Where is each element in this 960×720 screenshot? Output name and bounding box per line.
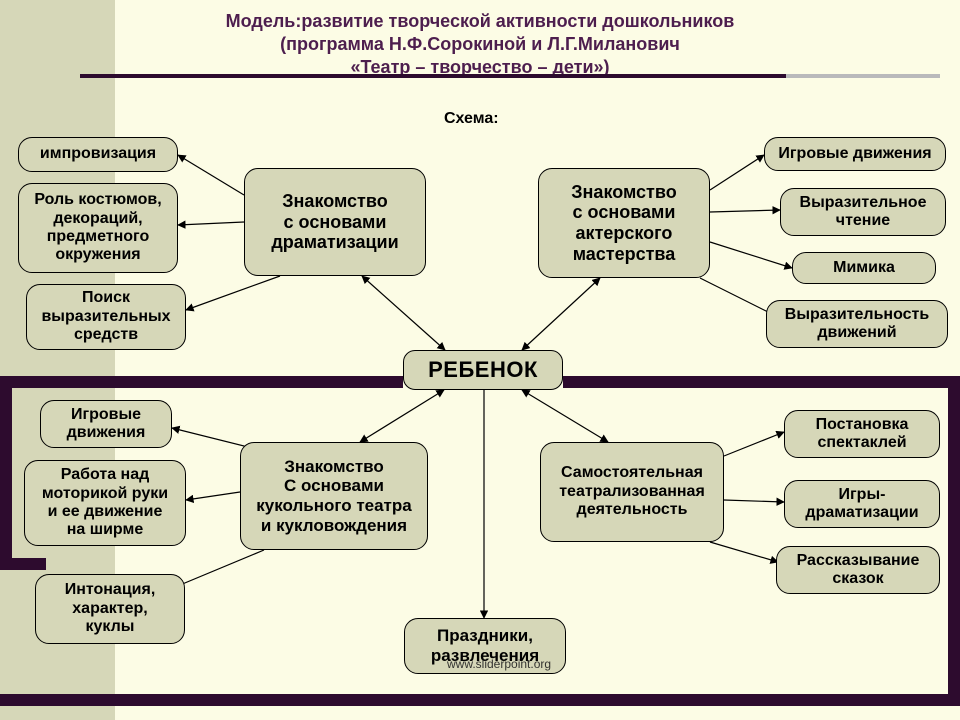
node-dramgames: Игры-драматизации — [784, 480, 940, 528]
edge-acting-expr_read — [710, 210, 780, 212]
node-puppet: ЗнакомствоС основамикукольного театраи к… — [240, 442, 428, 550]
edge-dramatiz-improv — [178, 155, 244, 195]
title-rule-dark — [80, 74, 786, 78]
node-motor: Работа надмоторикой рукии ее движениена … — [24, 460, 186, 546]
edge-acting-mimika — [710, 242, 792, 268]
edge-self_theatre-tales — [710, 542, 778, 562]
title-line-2: (программа Н.Ф.Сорокиной и Л.Г.Миланович — [280, 34, 680, 54]
node-acting: Знакомствос основамиактерскогомастерства — [538, 168, 710, 278]
edge-center-self_theatre — [522, 390, 608, 442]
edge-acting-play_moves_r — [710, 155, 764, 190]
edge-center-dramatiz — [362, 276, 445, 350]
title-line-1: Модель:развитие творческой активности до… — [226, 11, 735, 31]
page-title: Модель:развитие творческой активности до… — [0, 10, 960, 79]
node-staging: Постановкаспектаклей — [784, 410, 940, 458]
watermark: www.sliderpoint.org — [447, 657, 551, 671]
node-improv: импровизация — [18, 137, 178, 172]
center-node: РЕБЕНОК — [403, 350, 563, 390]
node-tales: Рассказываниесказок — [776, 546, 940, 594]
node-search: Поисквыразительныхсредств — [26, 284, 186, 350]
connector-bar — [0, 694, 960, 706]
node-costumes: Роль костюмов,декораций,предметногоокруж… — [18, 183, 178, 273]
node-expr_read: Выразительноечтение — [780, 188, 946, 236]
edge-dramatiz-search — [186, 276, 280, 310]
connector-bar — [0, 376, 403, 388]
edge-dramatiz-costumes — [178, 222, 244, 225]
edge-acting-expr_moves — [700, 278, 776, 316]
center-label: РЕБЕНОК — [428, 357, 538, 382]
connector-bar — [0, 376, 12, 560]
node-inton: Интонация,характер,куклы — [35, 574, 185, 644]
connector-bar — [0, 558, 46, 570]
edge-center-acting — [522, 278, 600, 350]
node-self_theatre: Самостоятельнаятеатрализованнаядеятельно… — [540, 442, 724, 542]
edge-self_theatre-staging — [724, 432, 784, 456]
node-play_moves_l: Игровыедвижения — [40, 400, 172, 448]
connector-bar — [563, 376, 960, 388]
node-play_moves_r: Игровые движения — [764, 137, 946, 171]
node-expr_moves: Выразительностьдвижений — [766, 300, 948, 348]
node-dramatiz: Знакомствос основамидраматизации — [244, 168, 426, 276]
schema-label: Схема: — [444, 110, 499, 128]
edge-self_theatre-dramgames — [724, 500, 784, 502]
diagram-canvas: Модель:развитие творческой активности до… — [0, 0, 960, 720]
title-rule-light — [786, 74, 940, 78]
edge-center-puppet — [360, 390, 444, 442]
edge-puppet-motor — [186, 492, 240, 500]
connector-bar — [948, 376, 960, 706]
node-mimika: Мимика — [792, 252, 936, 284]
